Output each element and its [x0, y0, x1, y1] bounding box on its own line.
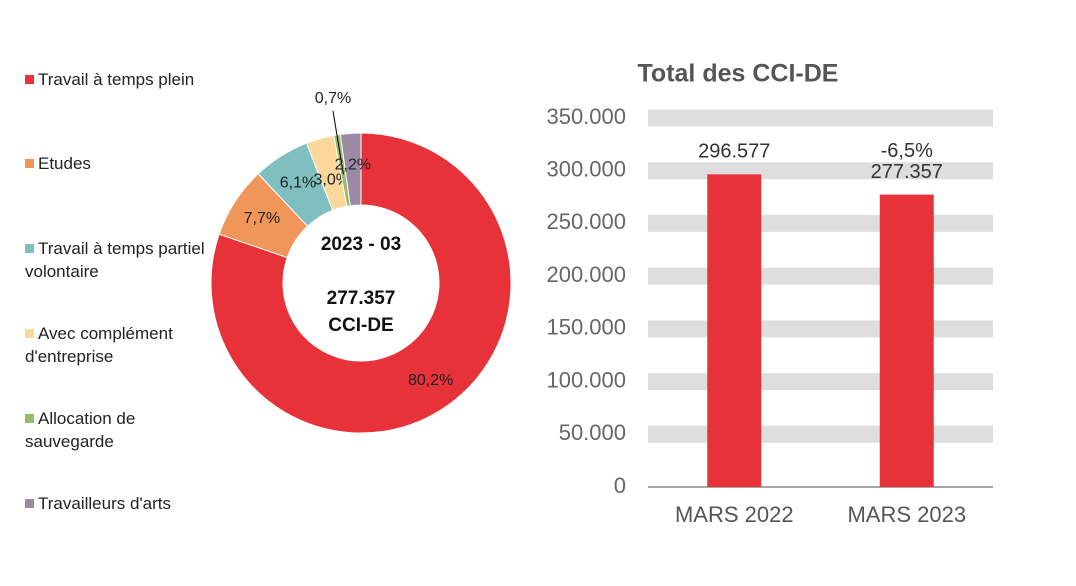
y-tick-label: 50.000: [559, 420, 626, 445]
y-tick-label: 0: [614, 473, 626, 498]
legend-entry: Travail à temps plein: [25, 68, 205, 91]
data-label: 6,1%: [280, 174, 316, 191]
data-label: 296.577: [698, 141, 770, 163]
bar: [707, 174, 762, 487]
legend-entry: Travail à temps partiel volontaire: [25, 237, 205, 283]
legend-swatch: [25, 75, 34, 84]
legend-label: Travailleurs d'arts: [38, 494, 171, 513]
y-tick-label: 100.000: [546, 367, 626, 392]
legend-entry: Avec complément d'entreprise: [25, 322, 205, 368]
legend-label: Etudes: [38, 154, 91, 173]
legend-label: Avec complément d'entreprise: [25, 324, 173, 366]
center-title: 2023 - 03: [321, 234, 401, 255]
legend-label: Allocation de sauvegarde: [25, 409, 136, 451]
legend-swatch: [25, 499, 34, 508]
x-tick-label: MARS 2022: [675, 502, 794, 527]
legend-label: Travail à temps plein: [38, 70, 195, 89]
data-label: 80,2%: [408, 372, 453, 389]
center-unit: CCI-DE: [328, 315, 393, 336]
legend-swatch: [25, 414, 34, 423]
annotation: -6,5%: [881, 140, 933, 162]
y-tick-label: 200.000: [546, 262, 626, 287]
donut-slice: [339, 132, 362, 207]
legend-entry: Etudes: [25, 152, 205, 175]
legend-swatch: [25, 244, 34, 253]
y-tick-label: 350.000: [546, 104, 626, 129]
legend-swatch: [25, 159, 34, 168]
data-label: 277.357: [871, 161, 943, 183]
data-label: 2,2%: [335, 157, 371, 174]
legend-label: Travail à temps partiel volontaire: [25, 239, 205, 281]
data-label: 7,7%: [244, 210, 280, 227]
legend-entry: Travailleurs d'arts: [25, 492, 205, 515]
center-value: 277.357: [327, 288, 396, 309]
y-tick-label: 300.000: [546, 157, 626, 182]
legend-entry: Allocation de sauvegarde: [25, 407, 205, 453]
y-tick-label: 250.000: [546, 209, 626, 234]
donut-slice: [210, 132, 512, 434]
x-tick-label: MARS 2023: [847, 502, 966, 527]
leader-line: [332, 110, 344, 175]
bar: [879, 194, 934, 487]
chart-title: Total des CCI-DE: [638, 60, 839, 88]
legend-swatch: [25, 329, 34, 338]
y-tick-label: 150.000: [546, 315, 626, 340]
data-label: 0,7%: [315, 90, 351, 107]
